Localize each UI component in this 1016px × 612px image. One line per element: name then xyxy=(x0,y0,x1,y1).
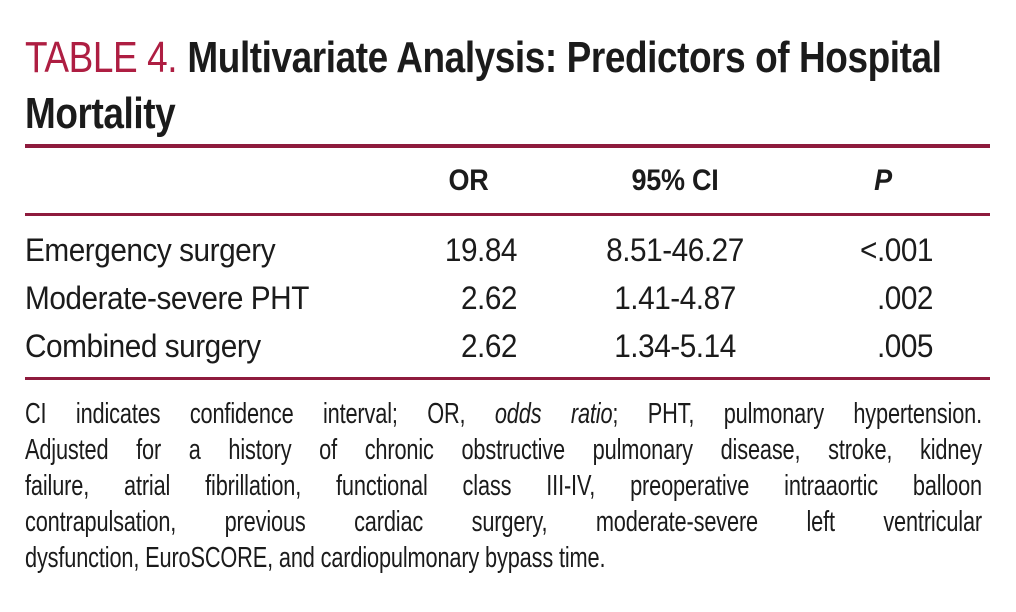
cell-or: 2.62 xyxy=(460,327,518,364)
table-row: Moderate-severe PHT 2.62 1.41-4.87 .002 xyxy=(25,274,990,322)
cell-predictor: Emergency surgery xyxy=(25,231,276,268)
title-line-1: TABLE 4. Multivariate Analysis: Predictor… xyxy=(25,30,942,86)
col-header-or: OR xyxy=(448,163,489,197)
cell-or: 2.62 xyxy=(460,279,518,316)
table-row: Combined surgery 2.62 1.34-5.14 .005 xyxy=(25,322,990,370)
footnote-line: Adjusted for a history of chronic obstru… xyxy=(25,434,982,466)
title-text-line1: Multivariate Analysis: Predictors of Hos… xyxy=(187,33,942,82)
footnote-line: contrapulsation, previous cardiac surger… xyxy=(25,506,982,538)
rule-bottom xyxy=(25,377,990,380)
table-title: TABLE 4. Multivariate Analysis: Predictor… xyxy=(25,30,990,142)
footnote-line: dysfunction, EuroSCORE, and cardiopulmon… xyxy=(25,542,606,574)
table-header-row: OR 95% CI P xyxy=(25,148,990,213)
cell-p: <.001 xyxy=(860,231,933,268)
table-footnote: CI indicates confidence interval; OR, od… xyxy=(25,396,982,576)
rule-header xyxy=(25,213,990,216)
cell-p: .002 xyxy=(876,279,934,316)
footnote-odds-ratio: odds ratio xyxy=(494,398,613,430)
col-header-ci: 95% CI xyxy=(631,163,719,197)
table-row: Emergency surgery 19.84 8.51-46.27 <.001 xyxy=(25,226,990,274)
cell-ci: 1.34-5.14 xyxy=(614,327,736,364)
rule-top xyxy=(25,144,990,148)
footnote-line: CI indicates confidence interval; OR, od… xyxy=(25,396,982,432)
footnote-abbrev-suffix: ; PHT, pulmonary hypertension. xyxy=(612,398,982,430)
table-figure: TABLE 4. Multivariate Analysis: Predictor… xyxy=(25,30,990,576)
cell-ci: 1.41-4.87 xyxy=(614,279,736,316)
cell-predictor: Combined surgery xyxy=(25,327,261,364)
title-line-2: Mortality xyxy=(25,89,176,138)
footnote-line: failure, atrial fibrillation, functional… xyxy=(25,470,982,502)
footnote-abbrev-prefix: CI indicates confidence interval; OR, xyxy=(25,398,495,430)
cell-or: 19.84 xyxy=(444,231,518,268)
cell-ci: 8.51-46.27 xyxy=(606,231,744,268)
table-body: Emergency surgery 19.84 8.51-46.27 <.001… xyxy=(25,216,990,377)
cell-predictor: Moderate-severe PHT xyxy=(25,279,309,316)
col-header-p: P xyxy=(874,163,892,197)
table-number: TABLE 4. xyxy=(25,33,178,82)
cell-p: .005 xyxy=(876,327,934,364)
